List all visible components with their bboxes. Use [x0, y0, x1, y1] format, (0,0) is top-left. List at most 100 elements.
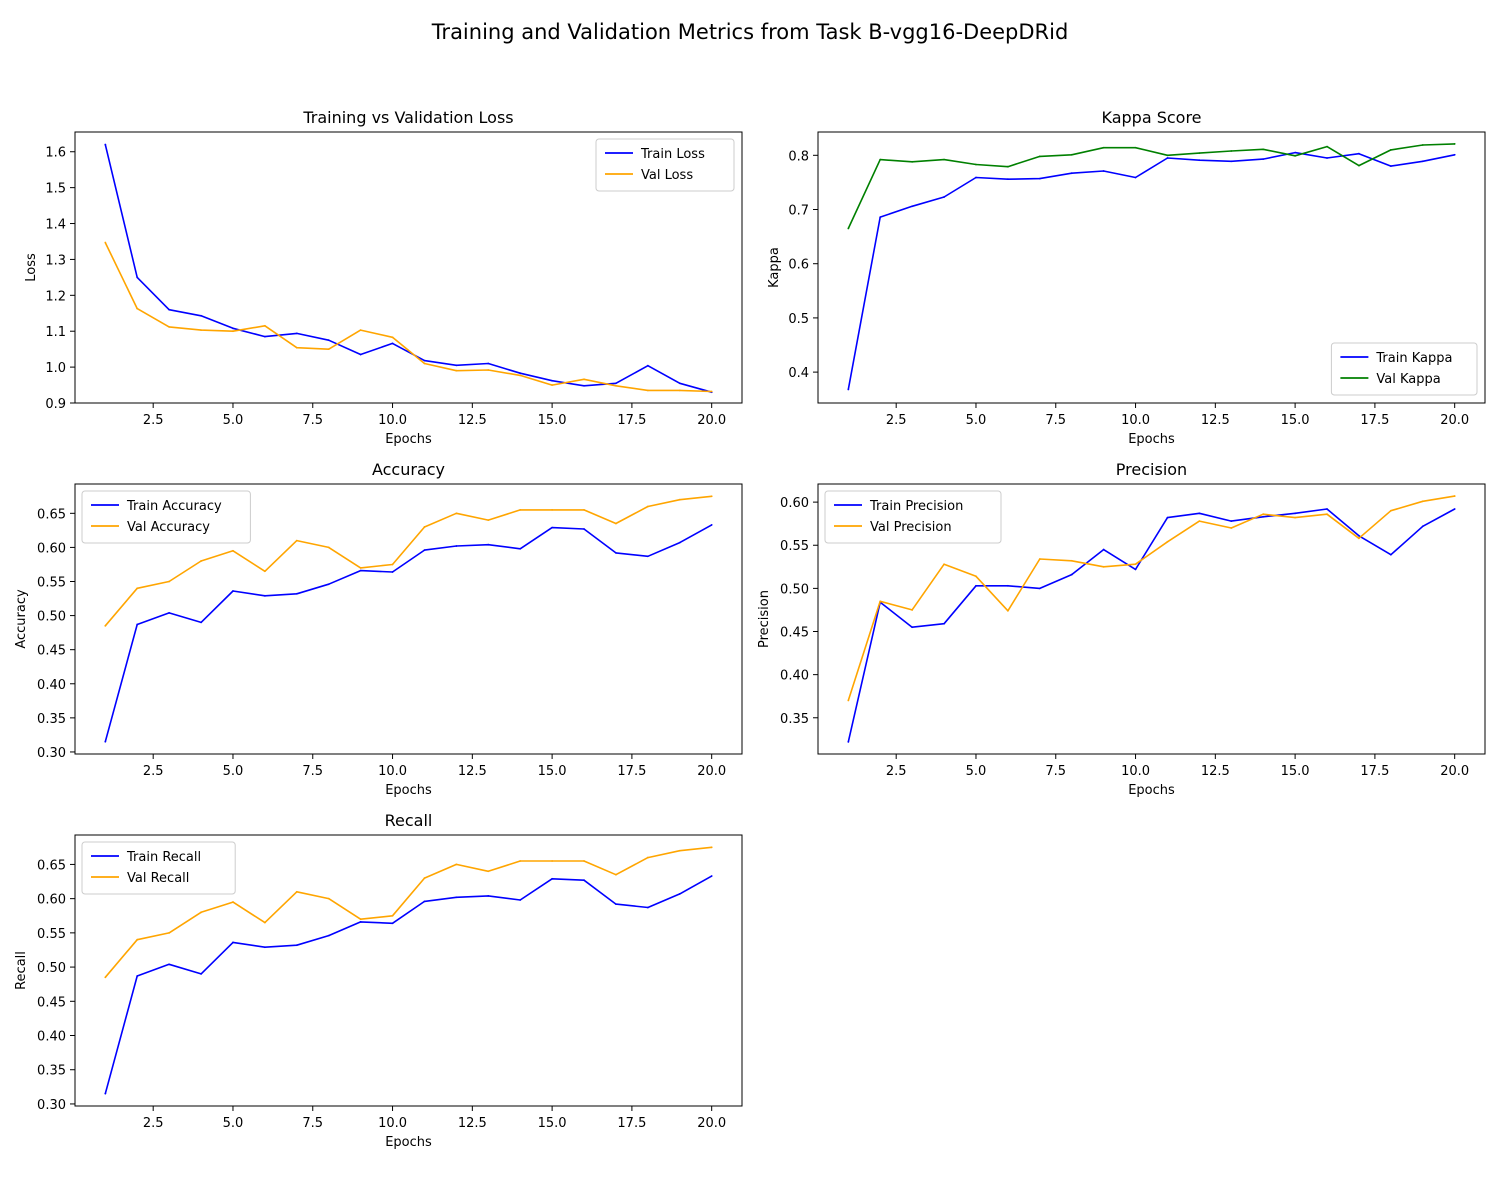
data-point: [1326, 508, 1328, 510]
y-axis-label: Precision: [757, 590, 772, 648]
data-point: [1166, 157, 1169, 159]
data-point: [104, 740, 107, 743]
chart-panel-3: Accuracy 2.5 5.0 7.5 10.0 12.5 15.0 17.5 20.0 0.3…: [14, 460, 743, 798]
data-point: [232, 330, 234, 333]
data-point: [423, 362, 426, 365]
legend: Train Kappa Val Kappa: [1330, 342, 1478, 396]
figure-suptitle: Training and Validation Metrics from Tas…: [431, 20, 1069, 44]
data-point: [615, 903, 617, 906]
y-tick-label: 0.55: [37, 576, 66, 591]
x-tick-label: 20.0: [697, 413, 726, 428]
data-point: [295, 890, 298, 893]
data-point: [519, 372, 522, 375]
legend-box: [595, 138, 735, 192]
data-point: [1294, 154, 1297, 157]
chart-panel-2: Kappa Score 2.5 5.0 7.5 10.0 12.5 15.0 17.5 20.0…: [767, 108, 1486, 447]
data-point: [104, 143, 107, 146]
data-point: [943, 158, 945, 161]
series-line-2: [104, 846, 712, 978]
data-point: [975, 163, 977, 166]
x-tick-label: 17.5: [1360, 764, 1389, 779]
x-tick-label: 5.0: [223, 764, 244, 779]
series-line-1: [847, 151, 1455, 390]
data-point: [975, 584, 977, 587]
y-tick-label: 0.5: [788, 312, 809, 327]
x-tick-label: 5.0: [223, 413, 244, 428]
data-point: [1262, 515, 1265, 518]
data-point: [615, 382, 617, 385]
y-tick-label: 0.65: [37, 507, 66, 522]
data-point: [359, 921, 362, 923]
data-point: [263, 946, 266, 949]
data-point: [455, 545, 458, 547]
y-axis-label: Loss: [24, 253, 39, 282]
data-point: [136, 623, 139, 626]
axes-frame: [74, 131, 743, 404]
data-point: [1134, 176, 1137, 179]
data-point: [1198, 520, 1201, 522]
data-point: [646, 389, 649, 392]
data-point: [1198, 152, 1201, 155]
data-point: [104, 1092, 107, 1095]
data-point: [847, 227, 850, 230]
data-point: [391, 571, 394, 573]
data-point: [678, 892, 681, 895]
x-tick-label: 2.5: [143, 764, 164, 779]
y-tick-label: 1.3: [45, 253, 66, 268]
data-point: [847, 388, 850, 391]
x-tick-label: 17.5: [1360, 413, 1389, 428]
data-point: [136, 975, 139, 977]
legend-label: Val Precision: [870, 520, 952, 535]
data-point: [391, 922, 394, 925]
x-tick-label: 10.0: [1121, 764, 1150, 779]
data-point: [1166, 516, 1169, 519]
legend-label: Val Recall: [127, 871, 189, 886]
legend: Train Loss Val Loss: [595, 138, 735, 192]
data-point: [1262, 513, 1265, 516]
data-point: [551, 526, 554, 529]
x-tick-label: 2.5: [886, 764, 907, 779]
data-point: [327, 348, 330, 351]
x-tick-label: 12.5: [1201, 764, 1230, 779]
y-tick-label: 1.1: [45, 325, 66, 340]
x-tick-label: 10.0: [378, 1116, 407, 1131]
y-tick-label: 0.40: [37, 678, 66, 693]
x-tick-label: 15.0: [1281, 413, 1310, 428]
data-point: [359, 353, 362, 356]
data-point: [551, 379, 554, 382]
x-tick-label: 20.0: [697, 1116, 726, 1131]
data-point: [1230, 520, 1233, 522]
data-point: [455, 512, 458, 515]
x-tick-label: 5.0: [966, 413, 987, 428]
y-tick-label: 0.4: [788, 366, 809, 381]
series-line-1: [847, 508, 1456, 743]
data-point: [879, 600, 882, 603]
data-point: [1358, 152, 1360, 155]
data-point: [1038, 558, 1041, 560]
data-point: [710, 524, 713, 526]
data-point: [1421, 525, 1424, 528]
data-point: [487, 519, 490, 522]
y-tick-label: 1.5: [45, 182, 66, 197]
data-point: [1421, 160, 1424, 163]
data-point: [1294, 512, 1297, 515]
data-point: [1166, 154, 1169, 157]
axes-frame: [817, 483, 1486, 755]
data-point: [1038, 177, 1041, 180]
data-point: [1102, 565, 1105, 568]
x-tick-label: 2.5: [143, 413, 164, 428]
data-point: [1006, 178, 1009, 181]
data-point: [168, 931, 171, 934]
data-point: [232, 941, 234, 944]
legend-label: Train Kappa: [1375, 351, 1452, 366]
x-tick-label: 2.5: [886, 413, 907, 428]
data-point: [646, 906, 649, 909]
y-tick-label: 0.45: [37, 644, 66, 659]
x-tick-label: 20.0: [1440, 764, 1469, 779]
data-point: [200, 560, 202, 562]
y-tick-label: 0.35: [780, 712, 809, 727]
data-point: [1134, 568, 1137, 571]
chart-title: Recall: [385, 811, 433, 830]
data-point: [678, 382, 681, 385]
data-point: [200, 973, 202, 975]
